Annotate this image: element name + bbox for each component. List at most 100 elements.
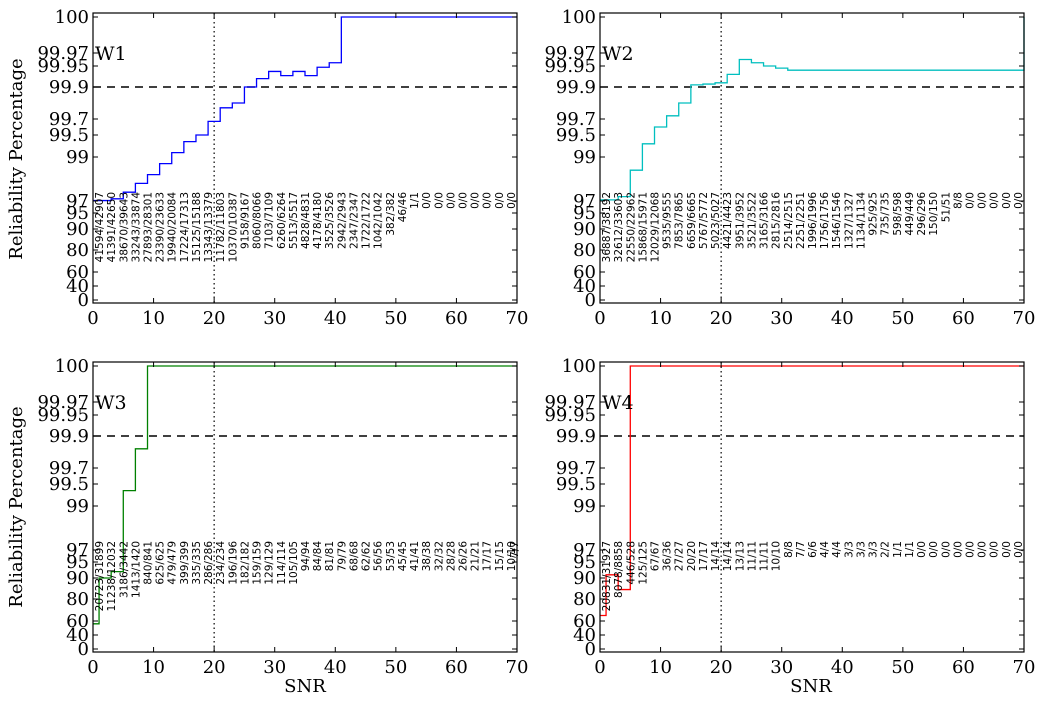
count-label: 17/17 [482,541,494,571]
x-tick-label: 50 [384,308,407,329]
series-line-w3 [93,365,517,625]
axes-frame [92,361,518,653]
count-label: 33243/33874 [130,192,142,263]
count-label: 1546/1546 [831,192,843,249]
count-label: 3/3 [868,541,880,558]
x-tick-label: 40 [324,657,347,678]
y-tick-label: 95 [66,203,89,224]
count-label: 20723/31899 [94,541,106,611]
count-label: 11782/11803 [215,192,227,262]
y-tick-label: 100 [55,356,89,377]
count-label: 94/94 [300,541,312,572]
count-label: 41594/42907 [94,192,106,262]
y-tick-label: 99.9 [49,77,89,98]
count-label: 0/0 [458,192,470,209]
y-tick-label: 95 [573,203,596,224]
series-line-w4 [600,365,1024,617]
y-tick-label: 40 [66,276,89,297]
count-label: 1413/1420 [130,541,142,598]
y-axis-label-bottom: Reliability Percentage [6,406,27,607]
count-label: 8/8 [783,541,795,558]
y-tick-label: 99.97 [544,392,596,413]
x-tick-label: 40 [831,657,854,678]
y-tick-label: 60 [66,262,89,283]
x-tick-label: 10 [142,657,165,678]
count-label: 0/0 [1001,541,1013,558]
panel-label: W4 [602,392,634,414]
count-label: 2815/2816 [771,192,783,249]
x-tick-label: 20 [710,308,733,329]
count-label: 12029/12068 [650,192,662,262]
panel-w3: 20723/31899 11238/12032 3186/3442 1413/1420… [37,356,528,678]
count-label: 5767/5772 [698,192,710,249]
count-label: 0/0 [977,541,989,558]
count-label: 11238/12032 [106,541,118,611]
count-label: 3/3 [856,541,868,558]
panel-w1: 41594/42907 41391/42650 38670/39643 33243/3… [37,7,528,329]
x-tick-label: 60 [445,657,468,678]
count-label: 0/0 [977,192,989,209]
y-tick-label: 99.5 [556,125,596,146]
x-tick-label: 70 [1013,657,1036,678]
count-label: 32/32 [433,541,445,571]
count-label: 0/0 [965,541,977,558]
count-label: 9158/9167 [239,192,251,249]
count-label: 8060/8066 [252,192,264,249]
count-label: 0/0 [506,192,518,209]
count-label: 446/528 [625,541,637,585]
count-label: 0/0 [952,541,964,558]
panel-label: W3 [95,392,127,414]
count-label: 0/0 [470,192,482,209]
count-label: 0/0 [494,192,506,209]
count-label: 150/150 [928,192,940,236]
y-tick-label: 99.7 [556,109,596,130]
count-label: 11/11 [746,541,758,571]
count-label: 28/28 [445,541,457,571]
count-label: 11/11 [759,541,771,571]
count-label: 84/84 [312,541,324,572]
y-tick-label: 100 [562,7,596,28]
x-tick-label: 30 [770,308,793,329]
y-axis-label-top: Reliability Percentage [6,58,27,259]
x-tick-label: 0 [87,657,98,678]
count-label: 1996/1996 [807,192,819,249]
count-label: 1/1 [892,541,904,558]
count-label: 4178/4180 [312,192,324,249]
count-label: 399/399 [179,541,191,585]
count-label: 1/1 [409,192,421,209]
count-label: 129/129 [264,541,276,585]
count-label: 79/79 [336,541,348,571]
y-tick-label: 99.9 [556,77,596,98]
count-label: 0/0 [1013,192,1025,209]
count-label: 62/62 [361,541,373,571]
count-label: 3/3 [843,541,855,558]
x-tick-label: 50 [384,657,407,678]
series-line-w2 [600,17,1025,201]
count-label: 0/0 [1013,541,1025,558]
y-tick-label: 40 [66,625,89,646]
count-labels: 36887/38192 32612/33603 22550/22962 15868/1… [601,192,1025,263]
y-tick-label: 99 [573,147,596,168]
count-label: 0/0 [916,541,928,558]
count-label: 1/1 [904,541,916,558]
y-tick-label: 90 [573,219,596,240]
x-tick-label: 50 [891,308,914,329]
count-labels: 20831/31927 8078/8858 446/528 125/125 67/67 3… [601,541,1025,612]
count-label: 296/296 [916,192,928,236]
count-labels: 20723/31899 11238/12032 3186/3442 1413/1420… [94,541,521,612]
count-label: 26/26 [458,541,470,572]
count-labels: 41594/42907 41391/42650 38670/39643 33243/3… [94,192,518,263]
panel-label: W1 [95,43,127,65]
count-label: 56/56 [373,541,385,572]
y-tick-label: 97 [66,540,89,561]
x-axis-label-left: SNR [284,676,326,697]
axes-frame [599,361,1025,653]
count-label: 10370/10387 [227,192,239,262]
x-tick-label: 30 [263,657,286,678]
count-label: 0/0 [1001,192,1013,209]
count-label: 0/0 [928,541,940,558]
y-tick-label: 80 [66,240,89,261]
count-label: 27/27 [674,541,686,571]
y-tick-label: 100 [55,7,89,28]
y-tick-label: 0 [585,639,596,660]
